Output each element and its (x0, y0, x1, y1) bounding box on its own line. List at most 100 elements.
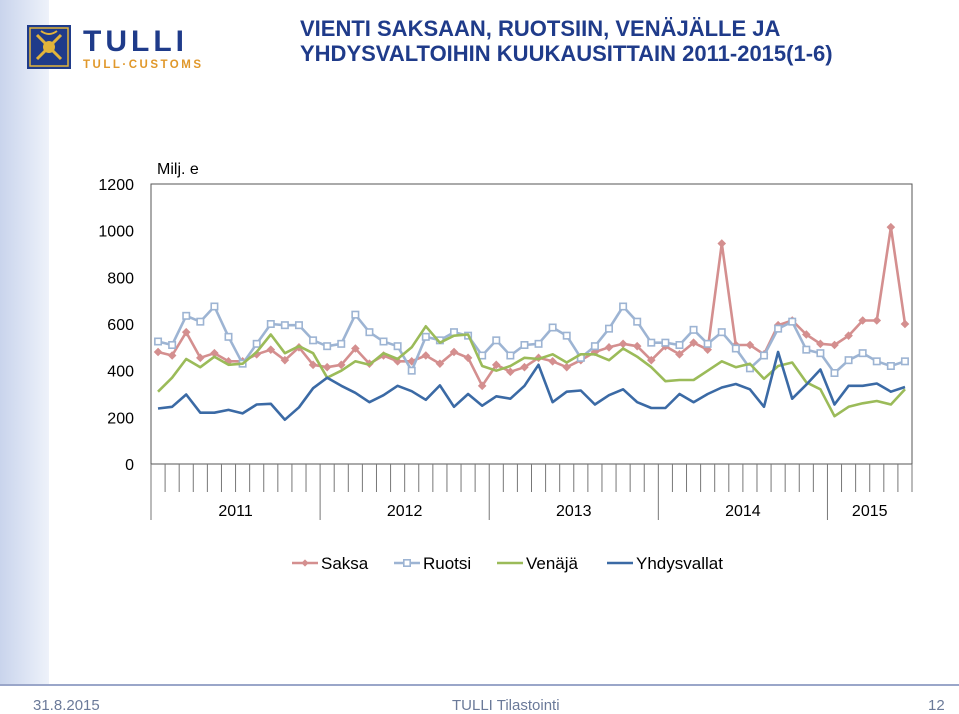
data-point (774, 324, 783, 333)
legend-label: Saksa (321, 554, 369, 573)
data-point (224, 332, 233, 341)
data-point (717, 239, 727, 248)
data-point (491, 360, 501, 370)
x-year-label: 2014 (725, 503, 761, 520)
data-point (210, 302, 219, 311)
data-point (816, 349, 825, 358)
x-year-label: 2011 (218, 503, 253, 520)
data-point (562, 331, 571, 340)
data-point (661, 338, 670, 347)
series-line-yhdysvallat (157, 350, 906, 422)
y-tick-label: 800 (107, 270, 134, 287)
data-point (618, 339, 628, 349)
left-decorative-stripe (0, 0, 49, 684)
logo-subtext: TULL·CUSTOMS (83, 59, 204, 71)
data-point (463, 353, 473, 363)
data-point (675, 350, 684, 359)
data-point (182, 311, 191, 320)
data-point (421, 351, 431, 360)
data-point (900, 357, 909, 366)
data-point (886, 361, 895, 370)
data-point (492, 336, 501, 345)
data-point (478, 351, 487, 360)
data-point (689, 338, 698, 347)
data-point (337, 339, 346, 348)
data-point (731, 344, 740, 353)
x-year-label: 2012 (387, 503, 423, 520)
tulli-emblem-icon (27, 25, 71, 69)
data-point (308, 360, 318, 370)
data-point (590, 342, 599, 351)
data-point (647, 338, 656, 347)
data-point (266, 345, 276, 354)
data-point (421, 332, 430, 341)
data-point (816, 339, 825, 349)
data-point (351, 310, 360, 319)
footer-date: 31.8.2015 (33, 697, 100, 714)
logo-text: TULLI (83, 25, 188, 58)
data-point (449, 347, 459, 357)
data-point (548, 323, 557, 332)
data-point (393, 342, 402, 351)
data-point (407, 366, 416, 375)
data-point (830, 368, 839, 377)
data-point (266, 319, 275, 328)
data-point (703, 339, 712, 348)
series-line-venäjä (157, 324, 906, 418)
data-point (844, 331, 853, 340)
data-point (435, 359, 445, 368)
data-point (336, 360, 346, 370)
data-point (858, 349, 867, 358)
data-point (802, 345, 811, 354)
legend-marker (402, 558, 411, 567)
data-point (562, 362, 572, 372)
data-point (604, 343, 614, 352)
title-line-2: YHDYSVALTOIHIN KUUKAUSITTAIN 2011-2015(1… (300, 41, 833, 66)
page-title: VIENTI SAKSAAN, RUOTSIIN, VENÄJÄLLE JA Y… (300, 16, 833, 66)
data-point (619, 302, 628, 311)
data-point (309, 336, 318, 345)
y-tick-label: 600 (107, 317, 134, 334)
data-point (280, 355, 290, 365)
footer-center: TULLI Tilastointi (452, 697, 560, 714)
data-point (252, 339, 261, 348)
data-point (351, 344, 360, 353)
data-point (154, 337, 163, 346)
y-tick-label: 200 (107, 410, 134, 427)
x-year-label: 2013 (556, 503, 592, 520)
x-year-label: 2015 (852, 503, 888, 520)
data-point (407, 357, 417, 366)
data-point (801, 330, 811, 339)
footer-divider (0, 684, 959, 686)
data-point (153, 347, 163, 357)
data-point (675, 340, 684, 349)
title-line-1: VIENTI SAKSAAN, RUOTSIIN, VENÄJÄLLE JA (300, 16, 781, 41)
data-point (168, 340, 177, 349)
data-point (534, 339, 543, 348)
data-point (196, 353, 205, 363)
legend-label: Ruotsi (423, 554, 471, 573)
data-point (477, 381, 487, 391)
y-tick-label: 1000 (98, 224, 134, 241)
data-point (506, 351, 515, 360)
legend-label: Venäjä (526, 554, 579, 573)
data-point (280, 321, 289, 330)
data-point (167, 351, 177, 360)
page-number: 12 (928, 697, 945, 714)
data-point (506, 367, 515, 377)
data-point (745, 340, 755, 350)
legend-marker (301, 559, 309, 567)
data-point (323, 342, 332, 351)
data-point (181, 327, 191, 337)
data-point (365, 328, 374, 337)
data-point (196, 317, 205, 326)
data-point (703, 345, 712, 354)
data-point (605, 324, 614, 333)
y-tick-label: 1200 (98, 177, 134, 194)
y-tick-label: 0 (125, 457, 134, 474)
tulli-logo: TULLI TULL·CUSTOMS (27, 25, 204, 71)
data-point (886, 222, 896, 232)
data-point (900, 319, 910, 329)
plot-area-frame (150, 183, 913, 465)
data-point (548, 357, 557, 366)
